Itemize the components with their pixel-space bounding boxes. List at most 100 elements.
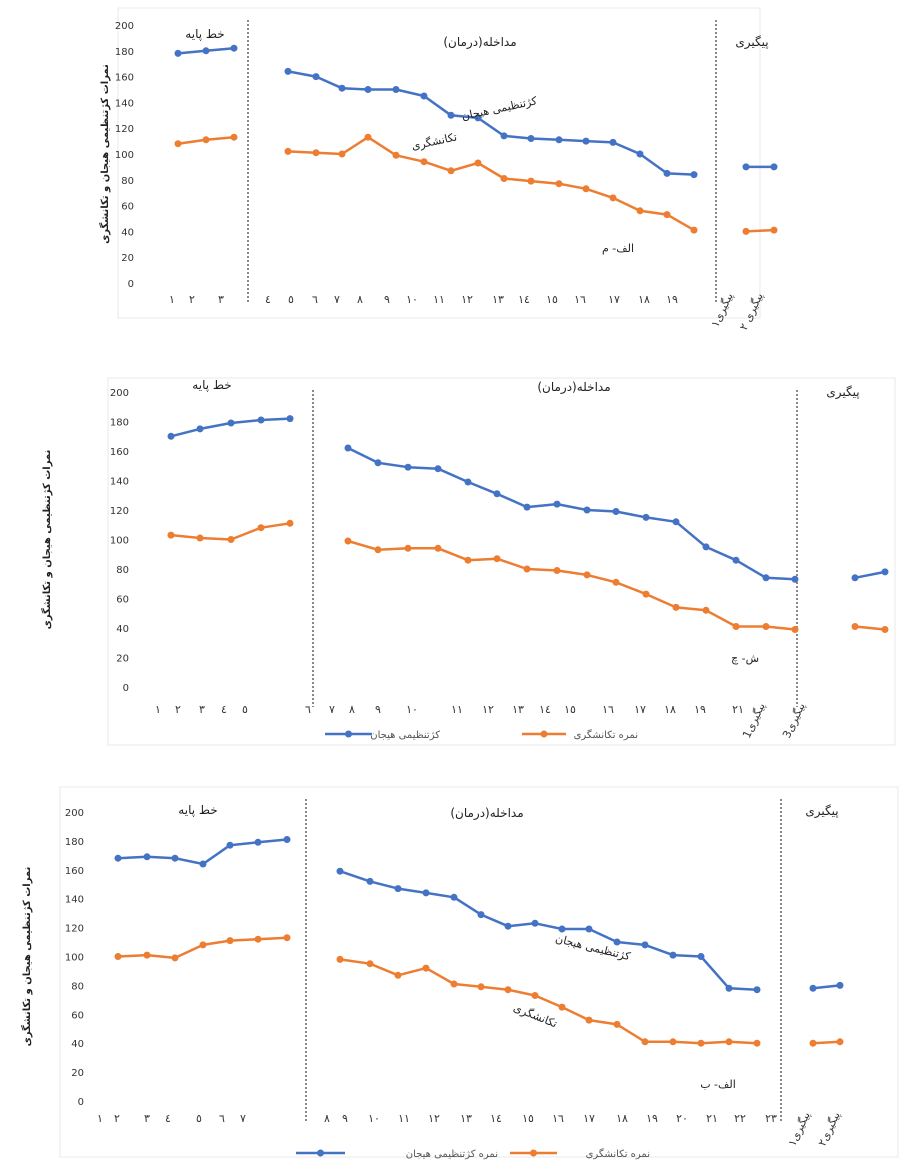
series-line-stammer bbox=[339, 958, 758, 1045]
x-tick-label: ٨ bbox=[349, 703, 355, 716]
x-tick-label: ۱ bbox=[169, 293, 175, 306]
x-tick-label: ١١ bbox=[433, 293, 445, 306]
y-tick-label: 80 bbox=[116, 565, 129, 576]
series-line-stammer bbox=[854, 625, 886, 631]
y-tick-label: 80 bbox=[71, 981, 84, 992]
x-tick-label: ١٥ bbox=[522, 1112, 534, 1125]
data-point-stammer bbox=[663, 211, 671, 219]
y-tick-label: 100 bbox=[115, 150, 134, 161]
data-point-stammer bbox=[851, 623, 859, 630]
data-point-stammer bbox=[642, 590, 650, 598]
data-point-anxiety bbox=[836, 981, 844, 989]
data-point-anxiety bbox=[636, 150, 644, 158]
data-point-stammer bbox=[702, 606, 710, 614]
data-point-stammer bbox=[196, 534, 204, 542]
x-tick-label: ۳ bbox=[199, 703, 205, 716]
y-tick-label: 40 bbox=[71, 1039, 84, 1050]
data-point-stammer bbox=[583, 571, 591, 579]
x-tick-label: ١٣ bbox=[460, 1112, 472, 1125]
series-line-stammer bbox=[287, 135, 695, 232]
chart-annotation: تکانشگری bbox=[511, 1001, 559, 1030]
data-point-anxiety bbox=[394, 885, 402, 893]
data-point-stammer bbox=[669, 1038, 677, 1046]
legend-marker-anxiety bbox=[345, 730, 352, 738]
data-point-anxiety bbox=[336, 867, 344, 875]
data-point-anxiety bbox=[881, 568, 889, 576]
data-point-stammer bbox=[286, 519, 294, 527]
phase-label: پیگیری bbox=[805, 804, 838, 819]
x-tick-label: ١٨ bbox=[616, 1112, 628, 1125]
plot-frame bbox=[107, 377, 896, 746]
data-point-anxiety bbox=[254, 838, 262, 846]
x-tick-label: ١٠ bbox=[406, 703, 418, 716]
data-point-anxiety bbox=[553, 500, 561, 508]
x-tick-label: ۲ bbox=[114, 1112, 120, 1125]
x-tick-label: ١٣ bbox=[492, 293, 504, 306]
y-tick-label: 60 bbox=[116, 595, 129, 606]
data-point-stammer bbox=[171, 954, 179, 962]
data-point-anxiety bbox=[226, 841, 234, 849]
data-point-anxiety bbox=[742, 163, 750, 171]
series-line-stammer bbox=[812, 1040, 841, 1045]
x-tick-label: ١٧ bbox=[608, 293, 620, 306]
data-point-anxiety bbox=[582, 137, 590, 145]
y-tick-label: 20 bbox=[121, 253, 134, 264]
data-point-anxiety bbox=[366, 877, 374, 885]
data-point-stammer bbox=[613, 1020, 621, 1028]
data-point-anxiety bbox=[523, 503, 531, 511]
x-tick-label: ٧ bbox=[240, 1112, 246, 1125]
y-tick-label: 200 bbox=[115, 21, 134, 32]
data-point-anxiety bbox=[167, 432, 175, 440]
x-tick-label: ٦ bbox=[219, 1112, 225, 1125]
y-tick-label: 140 bbox=[65, 895, 84, 906]
x-tick-label: ٥ bbox=[242, 703, 248, 716]
data-point-anxiety bbox=[762, 574, 770, 582]
data-point-stammer bbox=[227, 536, 235, 543]
data-point-stammer bbox=[523, 565, 531, 573]
data-point-stammer bbox=[447, 167, 455, 175]
x-tick-label: ١٧ bbox=[634, 703, 646, 716]
x-tick-label: ٩ bbox=[342, 1112, 348, 1125]
x-tick-label: ٩ bbox=[375, 703, 381, 716]
data-point-stammer bbox=[527, 177, 535, 185]
data-point-anxiety bbox=[669, 951, 677, 959]
data-point-stammer bbox=[434, 544, 442, 552]
data-point-anxiety bbox=[690, 171, 698, 179]
data-point-anxiety bbox=[583, 506, 591, 514]
data-point-anxiety bbox=[447, 111, 455, 119]
x-tick-label: ٤ bbox=[265, 293, 271, 306]
y-tick-label: 0 bbox=[123, 683, 129, 694]
data-point-stammer bbox=[732, 623, 740, 630]
data-point-stammer bbox=[199, 941, 207, 949]
phase-label: پیگیری bbox=[735, 35, 768, 50]
data-point-stammer bbox=[257, 524, 265, 532]
phase-label: مداخله(درمان) bbox=[537, 380, 610, 395]
data-point-stammer bbox=[254, 935, 262, 943]
data-point-anxiety bbox=[641, 941, 649, 949]
data-point-anxiety bbox=[809, 984, 817, 992]
data-point-stammer bbox=[791, 626, 799, 633]
data-point-anxiety bbox=[171, 854, 179, 862]
x-tick-label: پیگیری3 bbox=[780, 701, 808, 740]
x-tick-label: ٥ bbox=[196, 1112, 202, 1125]
chart-annotation: تکانشگری bbox=[410, 130, 458, 152]
data-point-anxiety bbox=[477, 911, 485, 919]
legend-label-anxiety: نمره کژتنظیمی هیجان bbox=[406, 1149, 498, 1160]
x-tick-label: ٢١ bbox=[706, 1112, 718, 1125]
data-point-stammer bbox=[558, 1003, 566, 1011]
x-tick-label: ١٦ bbox=[602, 703, 614, 716]
data-point-anxiety bbox=[312, 73, 320, 81]
data-point-stammer bbox=[690, 226, 698, 234]
chart-annotation: الف- م bbox=[602, 242, 634, 255]
legend-marker-stammer bbox=[530, 1149, 537, 1157]
x-tick-label: ١١ bbox=[398, 1112, 410, 1125]
y-tick-label: 0 bbox=[78, 1097, 84, 1108]
data-point-anxiety bbox=[725, 984, 733, 992]
data-point-stammer bbox=[226, 937, 234, 945]
y-tick-label: 140 bbox=[110, 477, 129, 488]
data-point-anxiety bbox=[450, 893, 458, 901]
data-point-anxiety bbox=[196, 425, 204, 433]
data-point-stammer bbox=[404, 544, 412, 552]
x-tick-label: ١٤ bbox=[490, 1112, 502, 1125]
x-tick-label: ٤ bbox=[165, 1112, 171, 1125]
